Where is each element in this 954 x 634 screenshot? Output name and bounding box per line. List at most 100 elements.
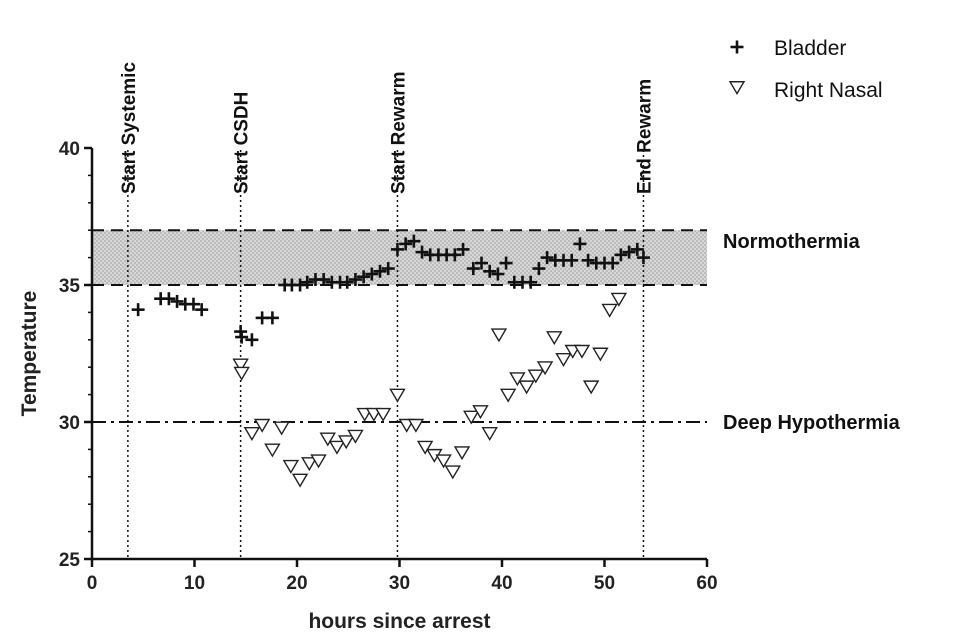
bladder-point bbox=[365, 267, 379, 281]
y-tick-label: 40 bbox=[59, 139, 80, 160]
y-tick-label: 35 bbox=[59, 276, 81, 297]
bladder-point bbox=[373, 264, 387, 278]
right-nasal-point bbox=[407, 418, 425, 433]
bladder-point bbox=[614, 248, 628, 262]
right-nasal-point bbox=[328, 440, 346, 455]
bladder-point bbox=[357, 270, 371, 284]
right-nasal-point bbox=[310, 454, 327, 469]
right-nasal-point bbox=[582, 380, 600, 395]
data-points bbox=[131, 234, 650, 488]
right-nasal-point bbox=[601, 303, 618, 318]
x-axis-label: hours since arrest bbox=[308, 610, 490, 633]
bladder-point bbox=[565, 253, 579, 267]
bladder-point bbox=[524, 275, 538, 289]
right-nasal-point bbox=[232, 358, 249, 373]
deep-hypothermia-label: Deep Hypothermia bbox=[723, 412, 901, 434]
legend-marker-right-nasal bbox=[728, 81, 746, 96]
right-nasal-point bbox=[490, 328, 508, 343]
normothermia-band bbox=[92, 230, 707, 285]
y-tick-label: 25 bbox=[59, 550, 81, 571]
bladder-point bbox=[415, 245, 429, 259]
right-nasal-point bbox=[463, 410, 480, 425]
right-nasal-point bbox=[481, 427, 498, 441]
right-nasal-point bbox=[509, 372, 526, 387]
bladder-point bbox=[499, 256, 513, 270]
x-tick-label: 40 bbox=[491, 573, 512, 594]
right-nasal-point bbox=[536, 361, 554, 376]
axes: 0 10 20 30 40 50 60 25 30 35 40 bbox=[59, 139, 718, 594]
bladder-point bbox=[245, 333, 259, 347]
event-label: Start Systemic bbox=[119, 62, 140, 194]
bladder-point bbox=[348, 273, 362, 287]
bladder-point bbox=[131, 303, 145, 317]
bladder-point bbox=[293, 278, 307, 292]
bladder-point bbox=[540, 251, 554, 265]
legend-label: Bladder bbox=[774, 37, 846, 60]
right-nasal-point bbox=[472, 405, 489, 420]
event-label: Start CSDH bbox=[232, 92, 253, 194]
bladder-point bbox=[162, 292, 176, 306]
bladder-point bbox=[170, 294, 184, 308]
right-nasal-point bbox=[273, 421, 290, 436]
right-nasal-point bbox=[453, 446, 471, 461]
x-tick-label: 20 bbox=[286, 573, 307, 594]
bladder-point bbox=[300, 275, 314, 289]
bladder-point bbox=[265, 311, 279, 325]
bladder-point bbox=[491, 267, 505, 281]
bladder-point bbox=[340, 275, 354, 289]
right-nasal-point bbox=[435, 454, 452, 469]
right-nasal-point bbox=[264, 443, 281, 458]
right-nasal-point bbox=[233, 366, 250, 381]
bladder-point bbox=[186, 297, 200, 311]
bladder-point bbox=[235, 330, 249, 344]
bladder-point bbox=[636, 251, 650, 265]
right-nasal-point bbox=[319, 432, 336, 447]
right-nasal-point bbox=[555, 353, 572, 368]
x-tick-label: 10 bbox=[184, 573, 205, 594]
right-nasal-point bbox=[301, 457, 318, 472]
bladder-point bbox=[483, 264, 497, 278]
bladder-point bbox=[399, 237, 413, 251]
right-nasal-point bbox=[347, 429, 364, 444]
bladder-point bbox=[407, 234, 421, 248]
bladder-point bbox=[475, 256, 488, 270]
bladder-point bbox=[466, 262, 480, 276]
bladder-point bbox=[581, 253, 595, 267]
bladder-point bbox=[195, 303, 209, 317]
legend: Bladder Right Nasal bbox=[728, 37, 883, 102]
x-tick-label: 30 bbox=[389, 573, 410, 594]
event-label: End Rewarm bbox=[634, 79, 655, 194]
right-nasal-point bbox=[573, 344, 591, 359]
right-nasal-point bbox=[610, 292, 628, 307]
right-nasal-point bbox=[337, 435, 355, 450]
right-nasal-point bbox=[291, 473, 309, 488]
bladder-point bbox=[456, 242, 470, 256]
x-tick-label: 0 bbox=[87, 573, 98, 594]
right-nasal-point bbox=[416, 440, 434, 455]
legend-marker-bladder bbox=[730, 40, 744, 54]
bladder-point bbox=[381, 262, 395, 276]
bladder-point bbox=[573, 237, 587, 251]
bladder-point bbox=[606, 256, 620, 270]
legend-label: Right Nasal bbox=[774, 79, 883, 102]
bladder-point bbox=[317, 273, 331, 287]
bladder-point bbox=[532, 262, 546, 276]
y-axis-label: Temperature bbox=[18, 291, 41, 417]
right-nasal-point bbox=[374, 407, 392, 422]
x-tick-label: 60 bbox=[696, 573, 717, 594]
right-nasal-point bbox=[389, 388, 406, 403]
bladder-point bbox=[448, 248, 462, 262]
normothermia-label: Normothermia bbox=[723, 231, 861, 253]
right-nasal-point bbox=[243, 427, 261, 441]
right-nasal-point bbox=[253, 418, 271, 433]
event-markers: Start Systemic Start CSDH Start Rewarm End … bbox=[119, 62, 655, 559]
right-nasal-point bbox=[444, 465, 462, 480]
bladder-point bbox=[622, 245, 636, 259]
bladder-point bbox=[390, 242, 404, 256]
x-tick-label: 50 bbox=[594, 573, 615, 594]
right-nasal-point bbox=[499, 388, 517, 403]
bladder-point bbox=[630, 242, 644, 256]
y-tick-label: 30 bbox=[59, 413, 80, 434]
right-nasal-point bbox=[518, 380, 535, 395]
